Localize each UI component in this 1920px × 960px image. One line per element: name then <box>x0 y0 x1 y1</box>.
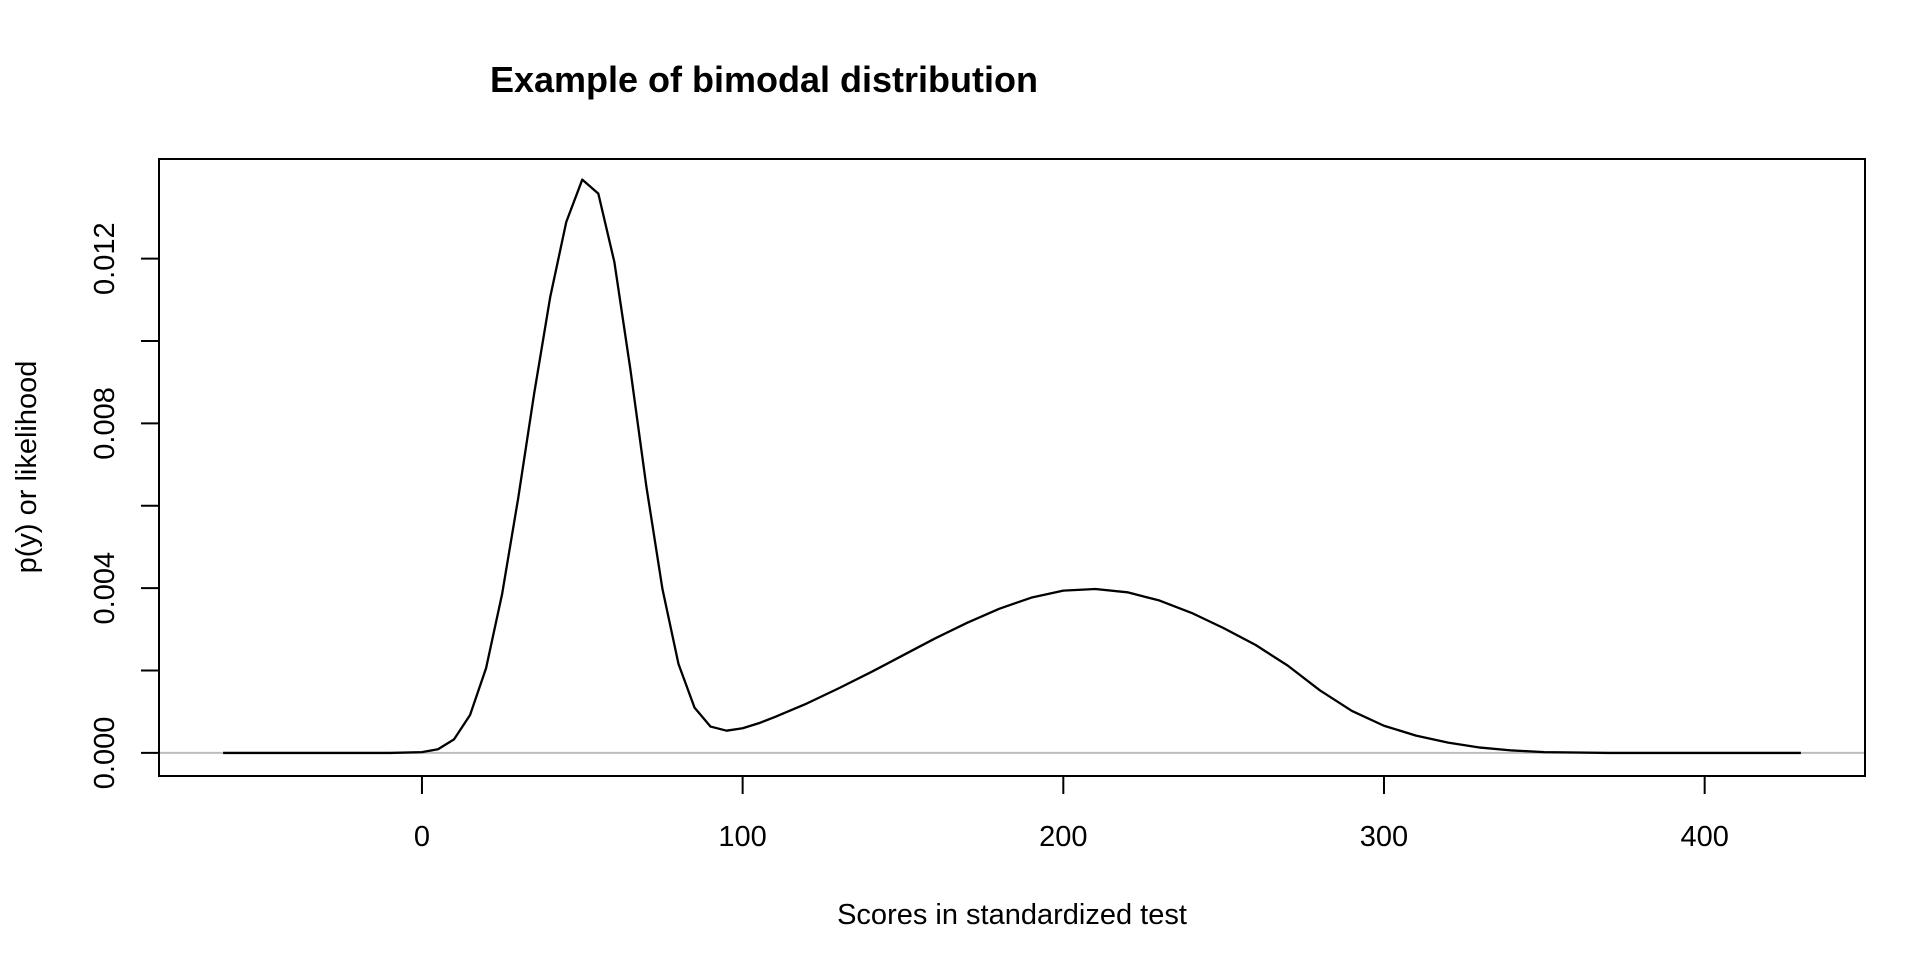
y-tick-label: 0.004 <box>89 552 121 625</box>
x-axis: 0 100 200 300 400 <box>414 775 1729 853</box>
x-tick-label: 0 <box>414 821 430 853</box>
y-axis: 0.000 0.004 0.008 0.012 <box>89 222 160 790</box>
chart-title: Example of bimodal distribution <box>490 59 1038 100</box>
y-axis-label: p(y) or likelihood <box>11 361 43 574</box>
density-curve <box>223 178 1801 755</box>
y-tick-label: 0.000 <box>89 717 121 790</box>
x-tick-label: 300 <box>1360 821 1408 853</box>
x-tick-label: 400 <box>1680 821 1728 853</box>
x-axis-label: Scores in standardized test <box>837 899 1187 931</box>
y-tick-label: 0.012 <box>89 222 121 295</box>
plot-box <box>158 158 1866 777</box>
x-tick-label: 100 <box>718 821 766 853</box>
y-tick-label: 0.008 <box>89 387 121 460</box>
x-tick-label: 200 <box>1039 821 1087 853</box>
